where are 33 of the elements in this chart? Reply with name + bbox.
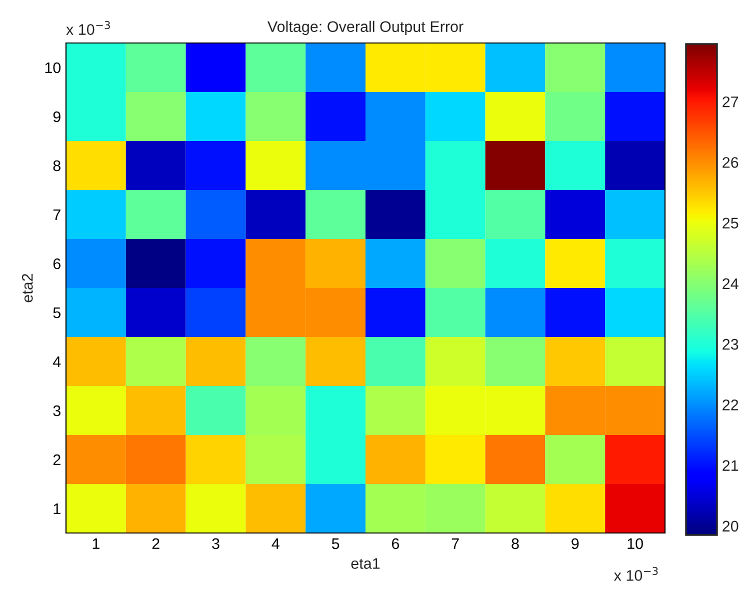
- text: x 10$^{−3}$: [66, 21, 110, 35]
- y-tick-label: 10: [45, 62, 61, 74]
- color-bar-label: 23: [722, 338, 738, 350]
- x-axis-title: eta1: [351, 558, 380, 569]
- color-bar-label: 21: [722, 460, 738, 471]
- y-axis-title: eta2: [22, 274, 33, 302]
- y-tick-label: 3: [53, 405, 60, 416]
- y-tick-label: 8: [53, 160, 60, 172]
- color-bar-label: 26: [722, 157, 738, 168]
- color-bar-label: 25: [722, 218, 738, 229]
- color-bar-label: 27: [722, 96, 738, 108]
- y-tick-label: 5: [53, 308, 60, 318]
- x-tick-label: 10: [628, 538, 643, 550]
- y-tick-label: 1: [54, 504, 60, 514]
- x-tick-label: 9: [572, 538, 579, 550]
- x-tick-label: 7: [452, 538, 459, 549]
- text: x 10$^{−3}$: [614, 566, 658, 581]
- y-tick-label: 7: [53, 210, 60, 220]
- color-bar-label: 20: [722, 520, 738, 532]
- x-tick-label: 2: [152, 538, 160, 549]
- x-tick-label: 1: [92, 538, 100, 549]
- x-tick-label: 6: [392, 538, 400, 550]
- x-tick-label: 3: [212, 538, 220, 550]
- y-tick-label: 4: [52, 356, 61, 368]
- x-tick-label: 4: [272, 538, 280, 549]
- y-tick-label: 6: [53, 258, 60, 270]
- chart-title: Voltage: Overall Output Error: [267, 20, 464, 36]
- y-tick-label: 9: [53, 111, 60, 122]
- x-tick-label: 8: [512, 538, 519, 550]
- color-bar-label: 22: [722, 400, 738, 410]
- x-tick-label: 5: [332, 538, 340, 550]
- color-bar-label: 24: [722, 278, 738, 289]
- y-tick-label: 2: [53, 454, 60, 466]
